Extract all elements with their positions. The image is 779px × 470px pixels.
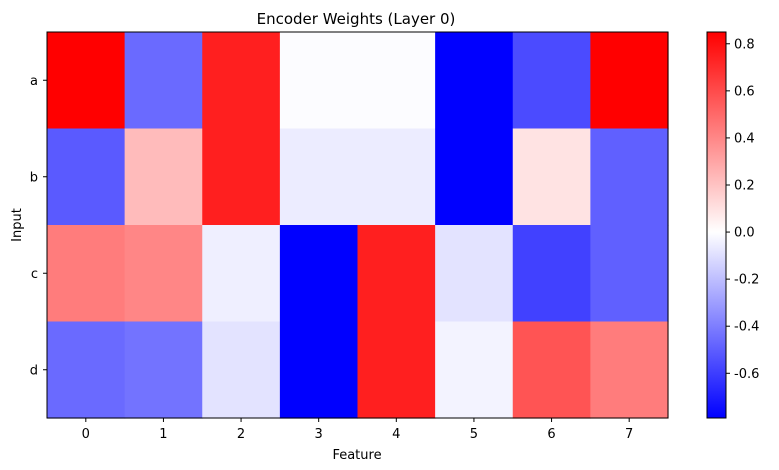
heatmap-cell [512, 225, 591, 323]
x-axis-label: Feature [332, 448, 381, 463]
heatmap-cell [590, 225, 669, 323]
heatmap-cell [279, 225, 359, 323]
y-tick-label: a [30, 74, 38, 89]
heatmap-cell [279, 321, 359, 419]
heatmap-cell [435, 128, 514, 226]
heatmap-cell [357, 225, 436, 323]
heatmap-cell [47, 321, 126, 419]
heatmap-cells [47, 32, 669, 419]
heatmap-cell [47, 128, 126, 226]
y-axis: a b c d [30, 74, 47, 378]
colorbar-tick-label: -0.4 [734, 320, 759, 335]
y-tick-label: b [30, 170, 38, 185]
heatmap-cell [202, 128, 281, 226]
colorbar-tick-label: -0.6 [734, 367, 759, 382]
heatmap-cell [357, 321, 436, 419]
heatmap-cell [124, 321, 203, 419]
x-tick-label: 1 [159, 427, 167, 442]
colorbar-tick-label: 0.2 [734, 178, 755, 193]
heatmap-cell [590, 32, 669, 130]
y-tick-label: c [31, 267, 38, 282]
x-tick-label: 7 [625, 427, 633, 442]
x-axis: 0 1 2 3 4 5 6 7 [82, 418, 633, 442]
heatmap-cell [590, 128, 669, 226]
x-tick-label: 3 [315, 427, 323, 442]
heatmap-cell [435, 32, 514, 130]
colorbar [706, 31, 727, 419]
colorbar-tick-label: 0.0 [734, 226, 755, 241]
plot-frame [46, 31, 669, 419]
y-tick-label: d [30, 363, 38, 378]
heatmap-cell [279, 32, 359, 130]
x-tick-label: 0 [82, 427, 90, 442]
heatmap-cell [124, 225, 203, 323]
heatmap-cell [47, 32, 126, 130]
heatmap-cell [202, 321, 281, 419]
x-tick-label: 2 [237, 427, 245, 442]
heatmap-cell [279, 128, 359, 226]
heatmap-cell [512, 128, 591, 226]
colorbar-tick-label: 0.8 [734, 37, 755, 52]
x-tick-label: 5 [470, 427, 478, 442]
y-axis-label: Input [10, 208, 25, 242]
colorbar-tick-label: 0.6 [734, 84, 755, 99]
heatmap-cell [512, 321, 591, 419]
chart-title: Encoder Weights (Layer 0) [257, 10, 456, 28]
heatmap-cell [435, 321, 514, 419]
heatmap-cell [202, 225, 281, 323]
heatmap-cell [124, 128, 203, 226]
heatmap-cell [124, 32, 203, 130]
colorbar-tick-label: -0.2 [734, 273, 759, 288]
x-tick-label: 6 [547, 427, 555, 442]
heatmap-cell [202, 32, 281, 130]
heatmap-cell [512, 32, 591, 130]
heatmap-cell [357, 128, 436, 226]
heatmap-cell [590, 321, 669, 419]
colorbar-tick-label: 0.4 [734, 131, 755, 146]
heatmap-cell [357, 32, 436, 130]
x-tick-label: 4 [392, 427, 400, 442]
heatmap-cell [47, 225, 126, 323]
heatmap-cell [435, 225, 514, 323]
colorbar-ticks: 0.8 0.6 0.4 0.2 0.0 -0.2 -0.4 -0.6 [726, 37, 759, 382]
